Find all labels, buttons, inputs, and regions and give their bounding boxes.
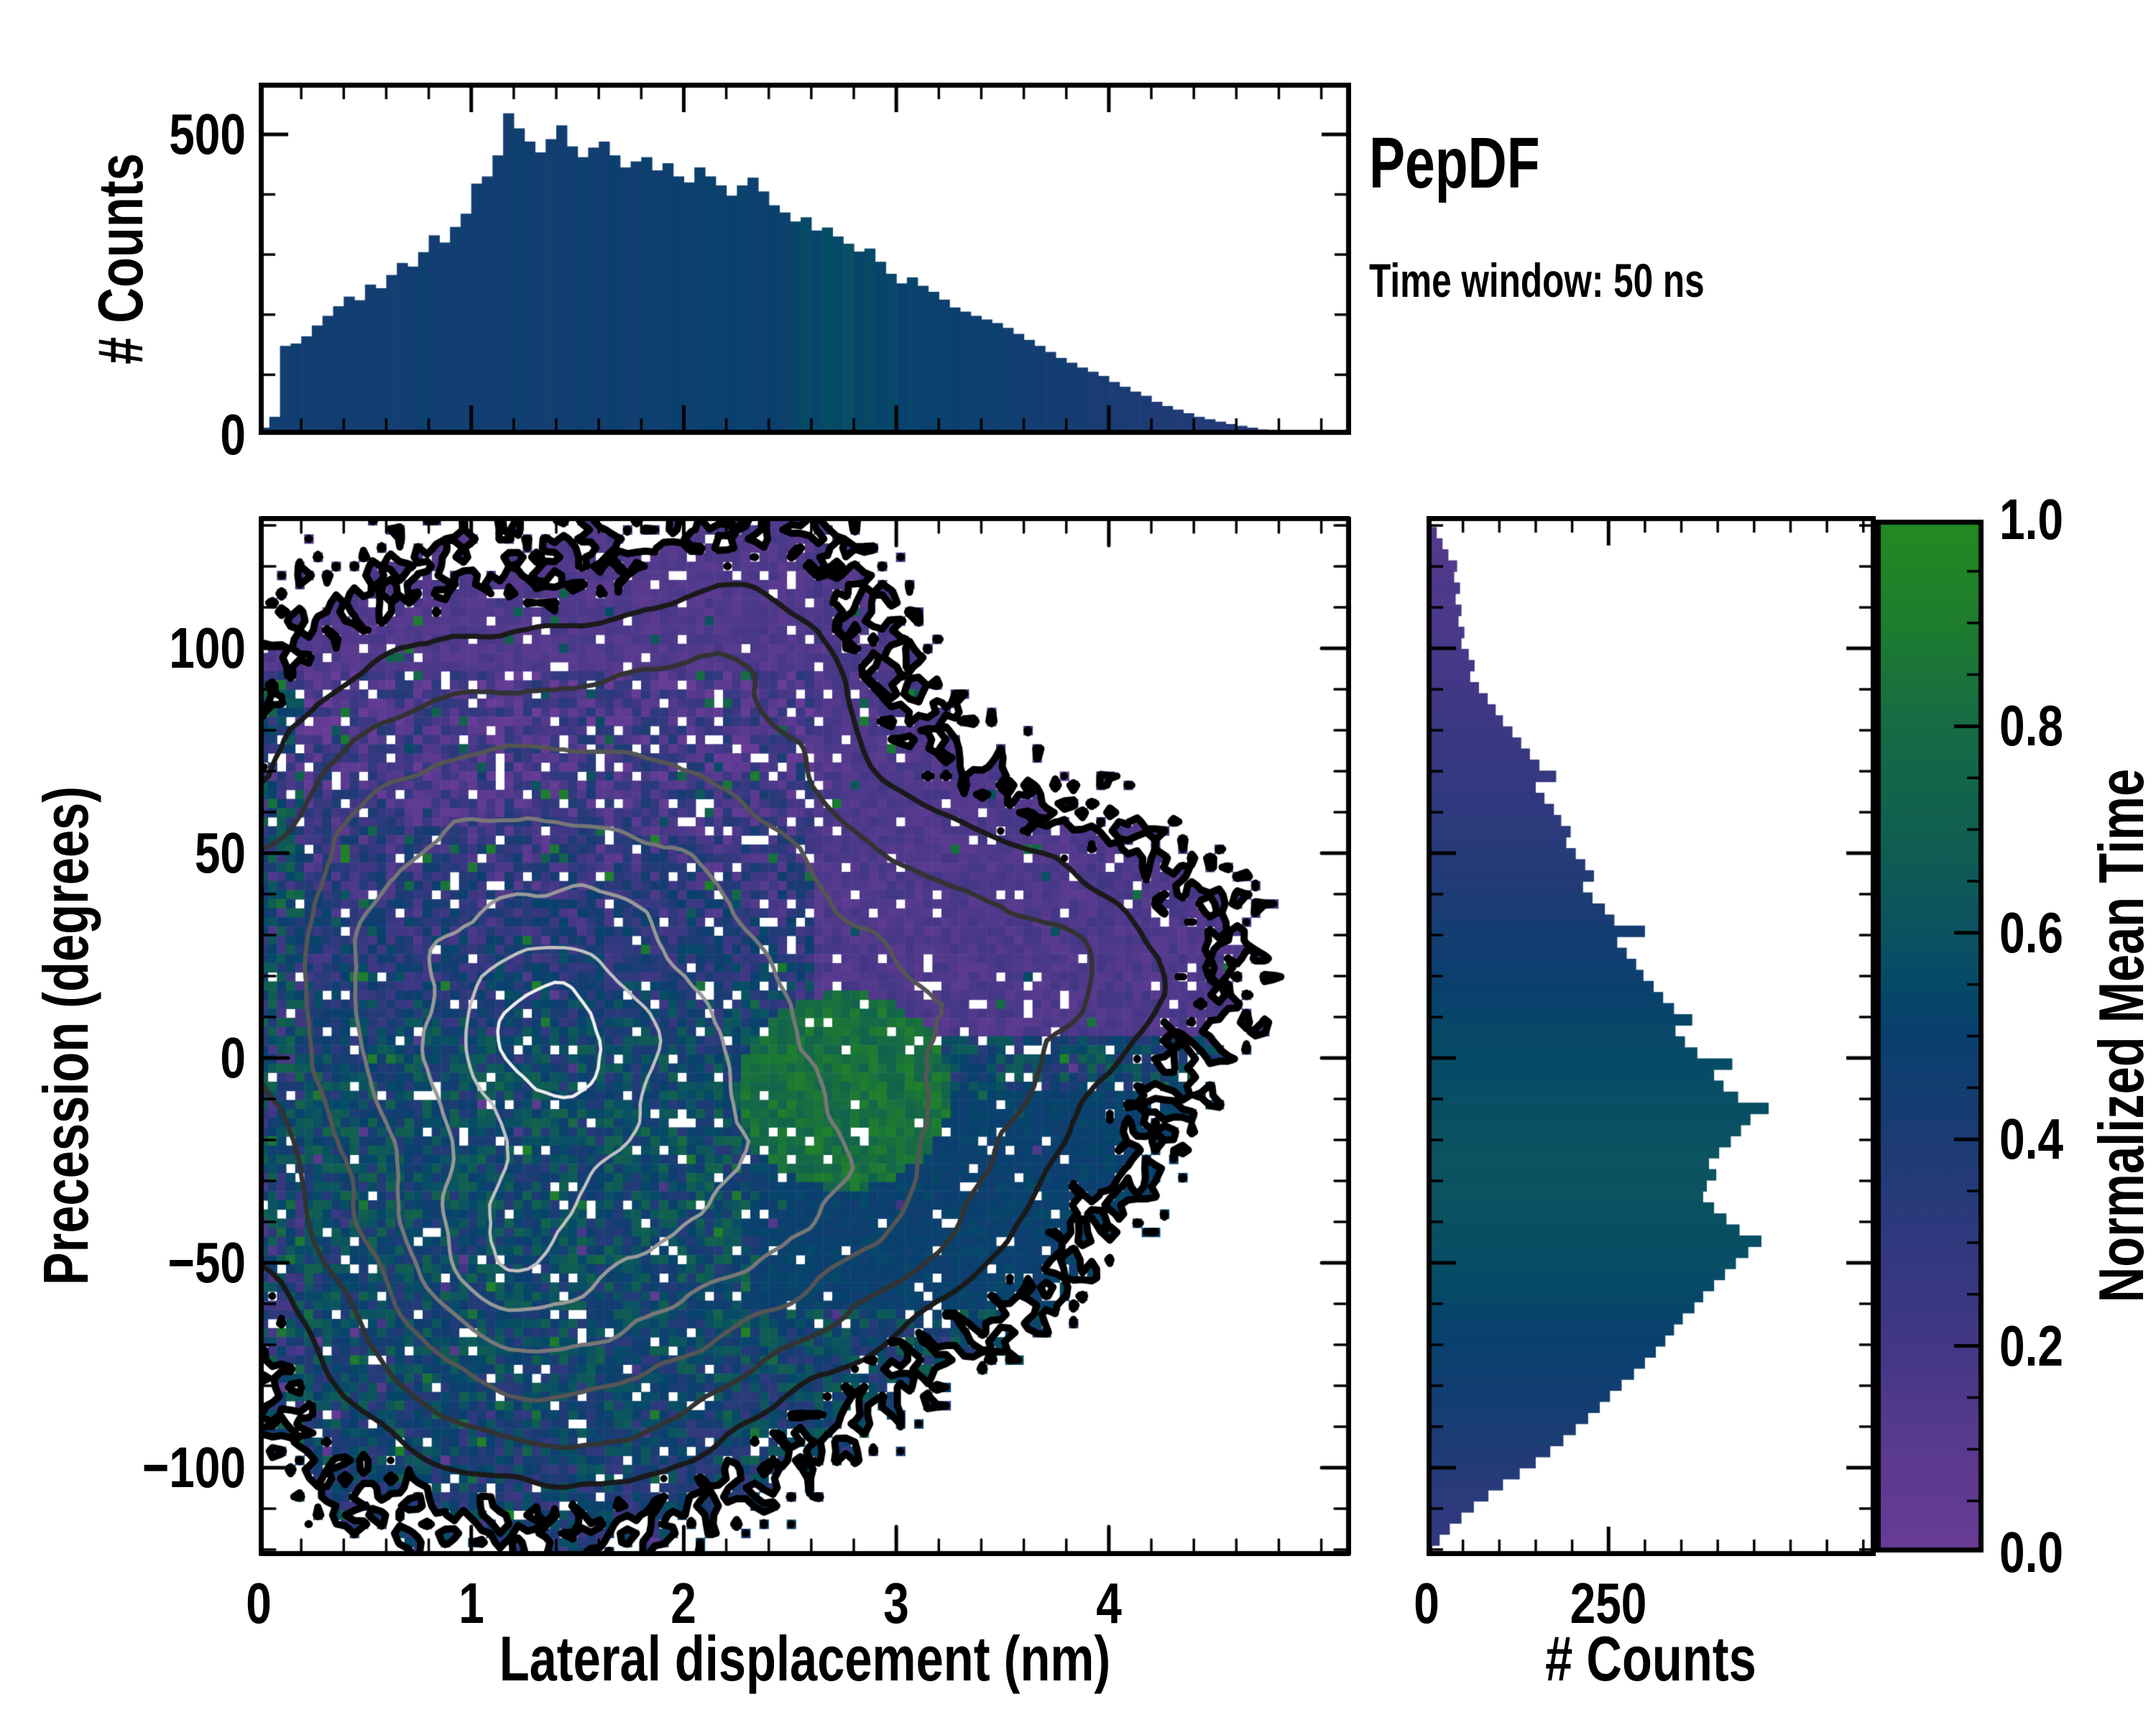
joint-heatmap-canvas bbox=[259, 516, 1351, 1556]
right-hist-x-tick-label: 250 bbox=[1570, 1571, 1647, 1635]
colorbar-tick-label: 0.4 bbox=[1999, 1107, 2063, 1172]
main-x-tick-label: 0 bbox=[246, 1571, 272, 1635]
colorbar-tick-label: 0.0 bbox=[1999, 1520, 2063, 1584]
main-y-tick-label: −100 bbox=[142, 1435, 246, 1499]
main-x-tick-label: 2 bbox=[671, 1571, 697, 1635]
main-y-tick-label: 50 bbox=[194, 821, 246, 886]
colorbar-tick-label: 1.0 bbox=[1999, 487, 2063, 551]
main-y-tick-label: 0 bbox=[220, 1025, 246, 1090]
colorbar-canvas bbox=[1876, 520, 1984, 1552]
top-histogram-ylabel: # Counts bbox=[85, 153, 156, 364]
plot-subtitle: Time window: 50 ns bbox=[1369, 254, 1705, 307]
plot-title: PepDF bbox=[1369, 123, 1540, 203]
top-marginal-histogram-canvas bbox=[259, 83, 1351, 435]
colorbar-tick-label: 0.2 bbox=[1999, 1313, 2063, 1378]
main-xlabel: Lateral displacement (nm) bbox=[499, 1623, 1111, 1694]
main-y-tick-label: −50 bbox=[167, 1230, 246, 1294]
top-hist-y-tick-label: 500 bbox=[169, 101, 246, 166]
colorbar-label: Normalized Mean Time bbox=[2086, 768, 2156, 1303]
top-hist-y-tick-label: 0 bbox=[220, 402, 246, 466]
main-x-tick-label: 4 bbox=[1096, 1571, 1122, 1635]
main-x-tick-label: 1 bbox=[458, 1571, 484, 1635]
colorbar-tick-label: 0.8 bbox=[1999, 694, 2063, 758]
main-ylabel: Precession (degrees) bbox=[30, 786, 101, 1286]
right-marginal-histogram-canvas bbox=[1427, 516, 1876, 1556]
main-x-tick-label: 3 bbox=[883, 1571, 909, 1635]
right-histogram-xlabel: # Counts bbox=[1545, 1623, 1756, 1694]
main-y-tick-label: 100 bbox=[169, 616, 246, 681]
colorbar-tick-label: 0.6 bbox=[1999, 900, 2063, 965]
right-hist-x-tick-label: 0 bbox=[1414, 1571, 1439, 1635]
